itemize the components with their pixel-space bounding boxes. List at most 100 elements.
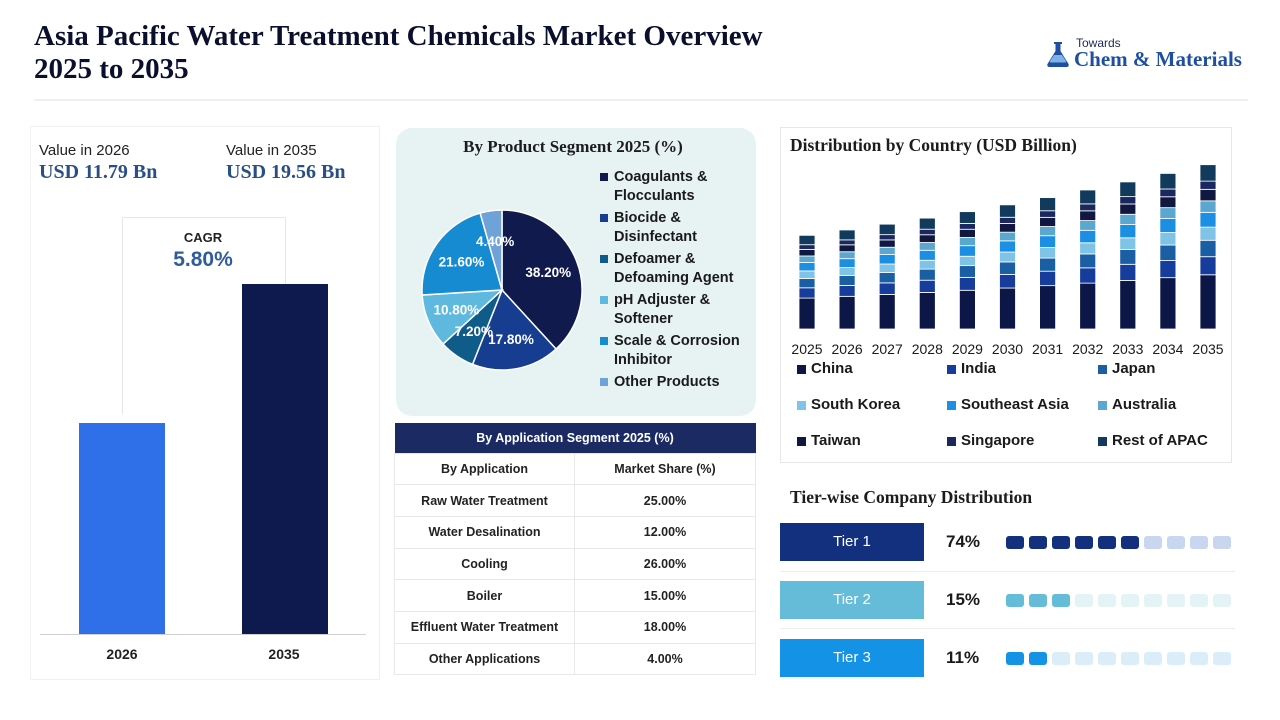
stacked-bar-segment <box>918 217 936 230</box>
country-distribution-panel: Distribution by Country (USD Billion) 20… <box>780 127 1232 463</box>
stacked-bar-segment <box>918 249 936 261</box>
stacked-bar-segment <box>1199 164 1217 182</box>
logo-brand-text: Chem & Materials <box>1074 47 1242 71</box>
stacked-bar-segment <box>878 234 896 241</box>
tier-dot <box>1029 536 1047 549</box>
x-tick-label: 2028 <box>912 341 943 357</box>
stacked-bar-segment <box>838 239 856 246</box>
table-cell-share: 26.00% <box>574 547 756 581</box>
table-cell-application: Effluent Water Treatment <box>394 610 575 644</box>
table-cell-application: Boiler <box>394 579 575 612</box>
application-segment-table: By Application Segment 2025 (%) By Appli… <box>394 423 756 676</box>
stacked-bar-segment <box>1039 257 1057 272</box>
stacked-bar-segment <box>999 287 1016 330</box>
legend-swatch <box>600 337 608 345</box>
x-tick-label: 2025 <box>791 341 822 357</box>
x-tick-label: 2033 <box>1112 341 1143 357</box>
stacked-bar-segment <box>958 228 976 238</box>
brand-logo: Towards Chem & Materials <box>1044 36 1254 71</box>
country-legend-item: Southeast Asia <box>947 396 1069 413</box>
legend-label: Japan <box>1112 360 1156 377</box>
tier-dot <box>1167 536 1185 549</box>
stacked-bar-segment <box>1039 285 1057 330</box>
tier-dot <box>1029 594 1047 607</box>
stacked-bar-segment <box>838 295 856 330</box>
value-bar-2035 <box>242 284 328 634</box>
stacked-bar-segment <box>838 251 856 260</box>
table-row: Other Applications 4.00% <box>394 642 756 676</box>
stacked-bar-segment <box>1039 270 1057 287</box>
stacked-bar-segment <box>798 248 816 257</box>
table-cell-application: Other Applications <box>394 642 575 676</box>
country-legend-item: India <box>947 360 996 377</box>
tier-3-percent: 11% <box>946 648 980 667</box>
stacked-bar-segment <box>1159 260 1177 279</box>
stacked-bar-segment <box>1119 280 1137 330</box>
stacked-bar-segment <box>999 216 1016 224</box>
product-segment-panel: By Product Segment 2025 (%) 38.20% 17.80%… <box>396 128 756 416</box>
stacked-bar-segment <box>1079 189 1097 205</box>
legend-label: Defoamer & <box>614 251 696 267</box>
pie-value-label: 7.20% <box>455 324 493 339</box>
legend-label: Coagulants & <box>614 169 708 185</box>
legend-swatch <box>600 173 608 181</box>
tier-dot <box>1213 652 1231 665</box>
stacked-bar-segment <box>1119 263 1137 281</box>
stacked-bar-segment <box>798 262 816 272</box>
stacked-bar-segment <box>958 222 976 230</box>
legend-swatch <box>600 296 608 304</box>
stacked-bar-segment <box>1079 220 1097 231</box>
stacked-bar-segment <box>999 231 1016 242</box>
pie-slice <box>479 209 503 291</box>
stacked-bar-segment <box>918 242 936 251</box>
legend-swatch <box>600 255 608 263</box>
tier-dot <box>1098 536 1116 549</box>
stacked-bar-segment <box>1119 203 1137 215</box>
table-cell-application: Cooling <box>394 547 575 581</box>
stacked-bar-segment <box>1039 216 1057 227</box>
tier-dot <box>1167 594 1185 607</box>
x-tick-label: 2034 <box>1152 341 1183 357</box>
tier-dot <box>1121 536 1139 549</box>
stacked-bar-segment <box>918 228 936 236</box>
legend-label: pH Adjuster & <box>614 292 711 308</box>
tier-dot <box>1052 594 1070 607</box>
legend-label: Southeast Asia <box>961 396 1069 413</box>
table-cell-share: 4.00% <box>574 642 756 676</box>
stacked-bar-segment <box>1159 277 1177 330</box>
pie-value-label: 17.80% <box>488 332 534 347</box>
stacked-bar-segment <box>1199 180 1217 190</box>
stacked-bar-segment <box>1119 224 1137 239</box>
table-row: Cooling 26.00% <box>394 547 756 581</box>
tier-1-percent: 74% <box>946 532 981 551</box>
stacked-bar-segment <box>1039 247 1057 259</box>
table-title: By Application Segment 2025 (%) <box>394 423 756 453</box>
stacked-bar-segment <box>999 251 1016 263</box>
flask-logo-icon <box>1047 42 1069 67</box>
stacked-bar-segment <box>999 273 1016 289</box>
table-cell-application: Water Desalination <box>394 515 575 549</box>
stacked-bar-segment <box>1079 203 1097 212</box>
legend-label: Biocide & <box>614 210 681 226</box>
stacked-bar-segment <box>838 258 856 268</box>
legend-label: Australia <box>1112 396 1177 413</box>
tier-dot <box>1144 652 1162 665</box>
pie-legend: Coagulants & Flocculants Biocide & Disinfe… <box>600 168 754 395</box>
pie-slice <box>471 288 558 371</box>
column-header: By Application <box>394 452 575 486</box>
table-row: Effluent Water Treatment 18.00% <box>394 610 756 644</box>
cagr-value: 5.80% <box>173 248 233 271</box>
x-tick-label: 2030 <box>992 341 1023 357</box>
stacked-bar-segment <box>1199 239 1217 258</box>
stacked-bar-segment <box>798 287 816 299</box>
stacked-bar-segment <box>838 285 856 297</box>
table-cell-share: 12.00% <box>574 515 756 549</box>
stacked-bar-segment <box>918 268 936 281</box>
value-2035: USD 19.56 Bn <box>226 161 346 183</box>
tier-dot <box>1213 536 1231 549</box>
table-cell-share: 25.00% <box>574 484 756 517</box>
stacked-bar-segment <box>1159 244 1177 261</box>
stacked-bar-segment <box>1119 213 1137 225</box>
tier-dot <box>1075 594 1093 607</box>
legend-swatch <box>947 437 956 446</box>
